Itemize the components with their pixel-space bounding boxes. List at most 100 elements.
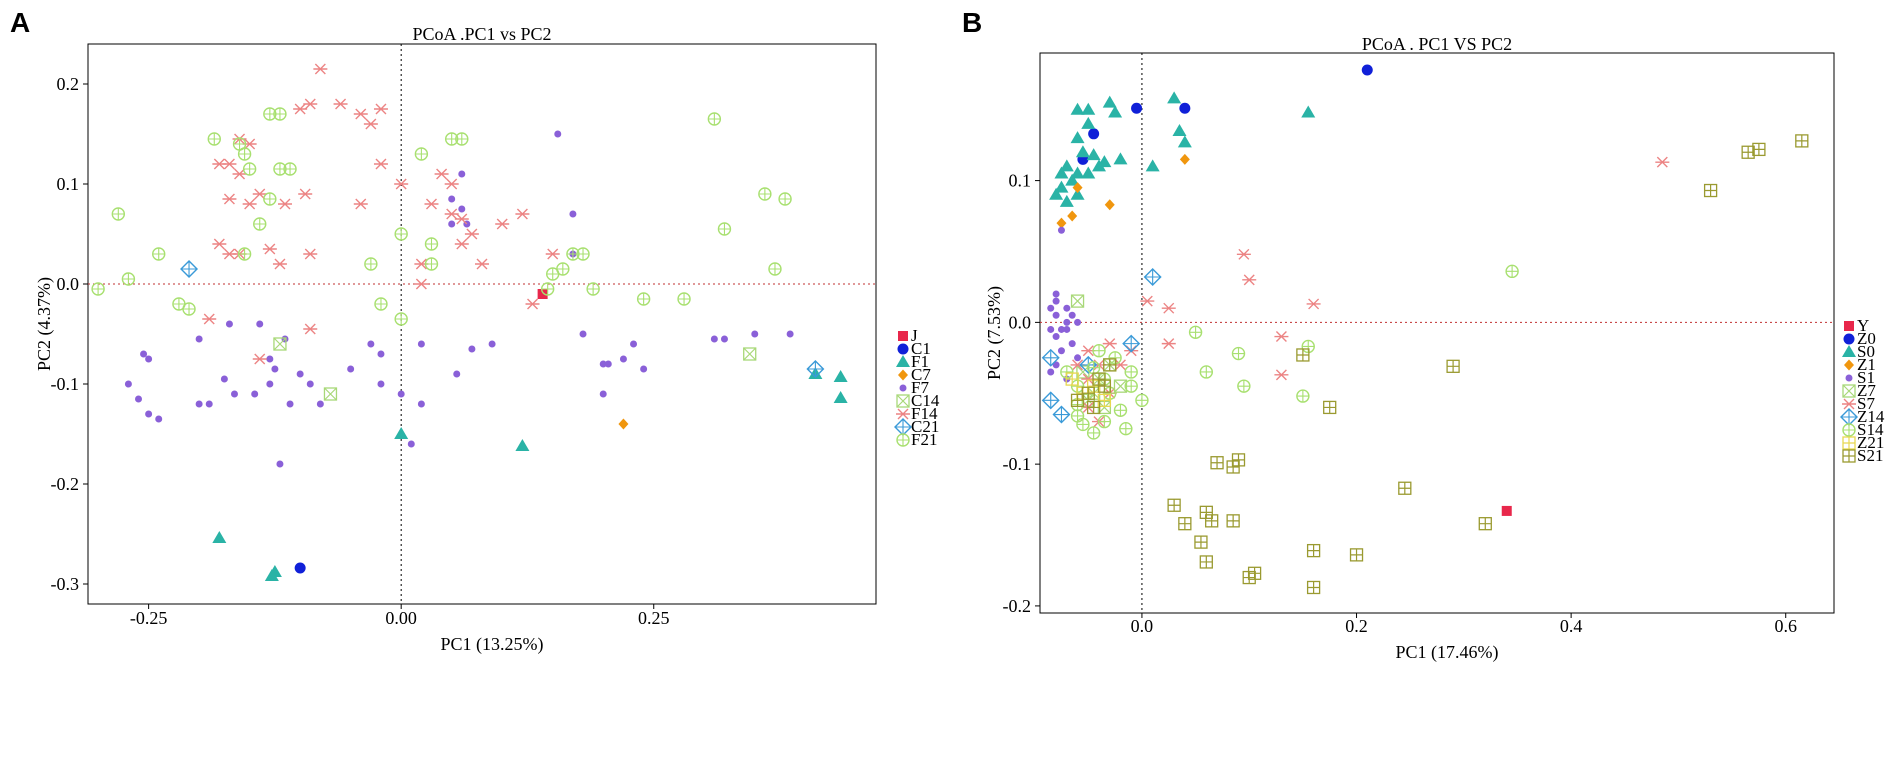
data-point (1741, 145, 1755, 159)
data-point (1065, 372, 1079, 386)
data-point (1102, 95, 1117, 108)
data-point (1398, 481, 1412, 495)
data-point (630, 340, 638, 348)
data-point (1199, 555, 1213, 569)
data-point (453, 370, 461, 378)
data-point (394, 227, 408, 241)
data-point (252, 353, 267, 365)
data-point (464, 228, 479, 240)
data-point (707, 112, 722, 126)
x-axis-label: PC1 (13.25%) (441, 634, 544, 655)
data-point (1097, 379, 1112, 393)
data-point (394, 427, 409, 439)
legend-marker (1842, 384, 1856, 398)
data-point (455, 132, 469, 146)
legend-marker (896, 408, 910, 420)
series-f21 (91, 107, 792, 326)
data-point (1047, 368, 1055, 376)
data-point (1752, 142, 1766, 157)
data-point (1124, 365, 1138, 379)
data-point (619, 355, 627, 363)
data-point (1446, 359, 1460, 373)
data-point (316, 400, 324, 408)
legend-marker (1842, 436, 1856, 450)
data-point (182, 302, 196, 316)
data-point (1296, 389, 1310, 403)
data-point (424, 257, 439, 271)
legend-label: F7 (911, 378, 929, 397)
series-c7 (618, 418, 629, 430)
data-point (212, 158, 227, 170)
data-point (303, 248, 318, 260)
chart-title: PCoA . PC1 VS PC2 (1362, 34, 1512, 54)
legend-label: S7 (1857, 394, 1875, 413)
legend-marker (897, 343, 909, 355)
data-point (1478, 517, 1492, 531)
data-point (145, 410, 153, 418)
data-point (276, 460, 284, 468)
data-points (1041, 64, 1809, 595)
legend-label: S0 (1857, 342, 1875, 361)
legend-label: J (911, 326, 918, 345)
data-point (251, 390, 259, 398)
legend-label: F1 (911, 352, 929, 371)
data-point (636, 292, 651, 306)
data-point (448, 220, 456, 228)
data-point (1063, 318, 1071, 326)
data-point (717, 222, 732, 236)
data-point (347, 365, 355, 373)
data-point (1070, 393, 1085, 407)
data-point (599, 360, 607, 368)
data-point (1113, 403, 1128, 417)
data-point (237, 147, 252, 161)
data-point (758, 187, 772, 201)
legend-label: Z14 (1857, 407, 1885, 426)
panel-b: B PCoA . PC1 VS PC2 0.0 0.2 0.4 0.6 0.1 0.0 -0.1… (962, 7, 1885, 663)
data-point (303, 98, 318, 110)
data-point (515, 439, 530, 451)
data-point (488, 340, 496, 348)
y-tick-label: 0.1 (57, 174, 80, 194)
data-point (454, 213, 469, 225)
data-point (1097, 393, 1112, 407)
legend-marker (898, 331, 908, 341)
data-point (710, 335, 718, 343)
data-point (135, 395, 143, 403)
data-point (1306, 580, 1321, 595)
data-point (1177, 135, 1192, 148)
data-point (1086, 148, 1101, 161)
data-point (1231, 453, 1246, 467)
data-point (1041, 391, 1060, 410)
data-point (778, 192, 792, 206)
data-point (1119, 421, 1133, 436)
data-point (1104, 199, 1115, 211)
series-s0 (1049, 91, 1316, 207)
data-point (1108, 105, 1123, 118)
y-tick-label: -0.2 (51, 474, 80, 494)
data-point (1194, 535, 1208, 549)
series-z0 (1077, 64, 1373, 165)
legend-label: S21 (1857, 446, 1883, 465)
data-point (397, 390, 405, 398)
data-point (444, 208, 459, 220)
data-point (751, 330, 759, 338)
data-point (417, 340, 425, 348)
data-point (833, 370, 848, 382)
data-point (242, 162, 257, 176)
data-point (1103, 358, 1117, 372)
legend-marker (896, 394, 910, 408)
data-point (1236, 248, 1251, 260)
series-j (537, 289, 548, 299)
data-point (1065, 173, 1080, 186)
data-point (454, 238, 469, 250)
data-points (91, 63, 848, 581)
data-point (604, 360, 612, 368)
data-point (195, 400, 203, 408)
legend-marker (1844, 321, 1854, 331)
data-point (283, 162, 297, 176)
data-point (414, 147, 429, 161)
data-point (1086, 400, 1101, 415)
series-c1 (294, 562, 306, 574)
legend-label: C14 (911, 391, 940, 410)
data-point (1068, 340, 1076, 348)
